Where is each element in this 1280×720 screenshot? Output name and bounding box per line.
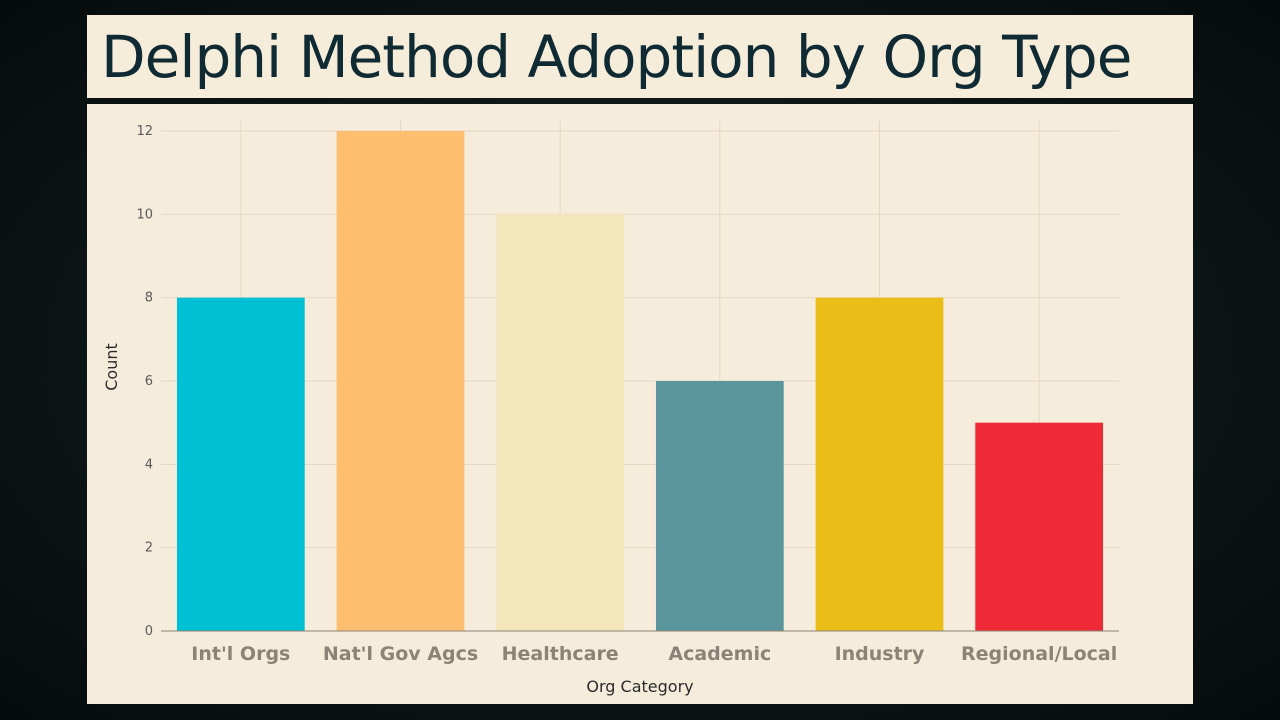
bar: [336, 131, 465, 631]
chart-title: Delphi Method Adoption by Org Type: [101, 22, 1132, 91]
y-tick-label: 8: [145, 291, 153, 306]
bar-layer: [176, 131, 1104, 631]
bar: [655, 381, 784, 631]
y-tick-label: 4: [145, 457, 153, 472]
chart-panel: 0 2 4 6 8 10 12 Int'l Orgs Nat'l Gov Agcs Healthc…: [87, 104, 1193, 704]
bar: [815, 297, 944, 631]
x-tick-label: Healthcare: [502, 643, 619, 665]
y-tick-label: 10: [136, 207, 153, 222]
x-tick-label: Academic: [668, 643, 771, 665]
x-axis-title: Org Category: [586, 677, 693, 696]
y-tick-label: 0: [145, 624, 153, 639]
x-tick-label: Industry: [835, 643, 925, 665]
y-tick-label: 6: [145, 374, 153, 389]
bar: [496, 214, 625, 631]
title-banner: Delphi Method Adoption by Org Type: [87, 15, 1193, 98]
y-tick-label: 2: [145, 541, 153, 556]
x-tick-label: Int'l Orgs: [191, 643, 290, 665]
bar: [176, 297, 305, 631]
y-tick-label: 12: [136, 124, 153, 139]
y-axis-title: Count: [102, 343, 121, 391]
bar-chart: 0 2 4 6 8 10 12 Int'l Orgs Nat'l Gov Agcs Healthc…: [102, 121, 1119, 696]
axis-layer: 0 2 4 6 8 10 12 Int'l Orgs Nat'l Gov Agcs Healthc…: [136, 124, 1119, 665]
x-tick-label: Regional/Local: [961, 643, 1117, 665]
grid-layer: [161, 121, 1119, 631]
x-tick-label: Nat'l Gov Agcs: [323, 643, 478, 665]
bar: [975, 422, 1104, 631]
